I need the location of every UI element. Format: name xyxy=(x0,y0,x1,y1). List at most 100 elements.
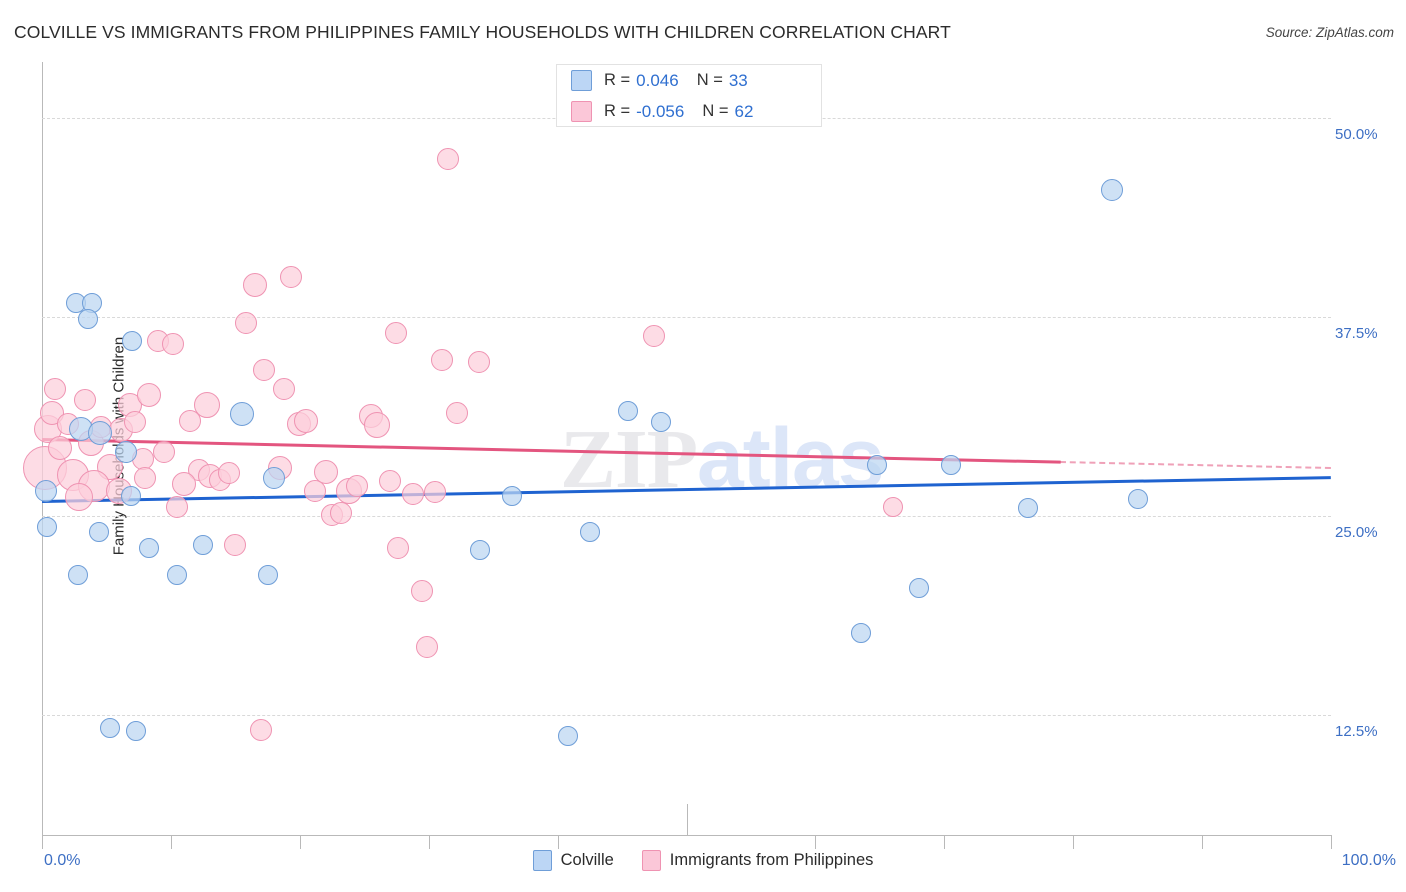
data-point-pink[interactable] xyxy=(123,411,146,434)
data-point-pink[interactable] xyxy=(364,412,391,439)
stats-row-philippines: R = -0.056 N = 62 xyxy=(557,96,821,127)
stats-r-label-colville: R = xyxy=(604,71,631,89)
data-point-pink[interactable] xyxy=(250,718,273,741)
data-point-pink[interactable] xyxy=(446,401,469,424)
data-point-pink[interactable] xyxy=(386,537,409,560)
data-point-pink[interactable] xyxy=(43,377,66,400)
data-point-blue[interactable] xyxy=(88,421,112,446)
data-point-pink[interactable] xyxy=(313,459,338,484)
data-point-pink[interactable] xyxy=(467,350,490,373)
x-tick-30 xyxy=(428,835,430,849)
data-point-pink[interactable] xyxy=(430,349,453,372)
data-point-blue[interactable] xyxy=(618,401,639,422)
data-point-blue[interactable] xyxy=(557,726,578,747)
data-point-pink[interactable] xyxy=(171,472,196,497)
swatch-philippines-icon xyxy=(571,101,592,122)
data-point-blue[interactable] xyxy=(579,522,600,543)
data-point-pink[interactable] xyxy=(73,388,96,411)
data-point-pink[interactable] xyxy=(416,635,439,658)
data-point-blue[interactable] xyxy=(502,485,523,506)
data-point-blue[interactable] xyxy=(34,479,57,502)
data-point-blue[interactable] xyxy=(908,577,929,598)
data-point-blue[interactable] xyxy=(114,441,137,464)
data-point-pink[interactable] xyxy=(224,533,247,556)
x-tick-20 xyxy=(299,835,301,849)
data-point-pink[interactable] xyxy=(304,479,327,502)
x-tick-10 xyxy=(170,835,172,849)
data-point-pink[interactable] xyxy=(217,462,240,485)
data-point-blue[interactable] xyxy=(867,455,888,476)
data-point-blue[interactable] xyxy=(122,330,143,351)
data-point-blue[interactable] xyxy=(470,539,491,560)
gridline-25.0% xyxy=(42,516,1331,518)
data-point-blue[interactable] xyxy=(1018,498,1039,519)
data-point-pink[interactable] xyxy=(379,470,402,493)
data-point-pink[interactable] xyxy=(279,266,302,289)
data-point-blue[interactable] xyxy=(88,522,109,543)
data-point-pink[interactable] xyxy=(882,496,903,517)
data-point-blue[interactable] xyxy=(1100,178,1123,201)
x-tick-50 xyxy=(686,804,688,836)
data-point-blue[interactable] xyxy=(78,308,99,329)
data-point-pink[interactable] xyxy=(402,482,425,505)
legend-item-colville[interactable]: Colville xyxy=(532,850,614,871)
data-point-pink[interactable] xyxy=(136,383,161,408)
x-tick-40 xyxy=(557,835,559,849)
data-point-blue[interactable] xyxy=(850,622,871,643)
data-point-blue[interactable] xyxy=(37,517,58,538)
data-point-pink[interactable] xyxy=(411,580,434,603)
y-tick-label: 25.0% xyxy=(1335,524,1378,542)
data-point-pink[interactable] xyxy=(65,483,94,512)
data-point-pink[interactable] xyxy=(193,391,220,418)
data-point-blue[interactable] xyxy=(193,534,214,555)
data-point-pink[interactable] xyxy=(134,466,157,489)
data-point-pink[interactable] xyxy=(330,502,353,525)
data-point-blue[interactable] xyxy=(1127,488,1148,509)
correlation-stats-box: R = 0.046 N = 33 R = -0.056 N = 62 xyxy=(556,64,822,127)
data-point-blue[interactable] xyxy=(167,565,188,586)
page-title: COLVILLE VS IMMIGRANTS FROM PHILIPPINES … xyxy=(14,22,951,42)
swatch-colville-icon xyxy=(571,70,592,91)
data-point-pink[interactable] xyxy=(153,441,176,464)
data-point-pink[interactable] xyxy=(242,273,267,298)
legend-item-philippines[interactable]: Immigrants from Philippines xyxy=(641,850,874,871)
x-tick-100 xyxy=(1331,835,1332,849)
data-point-pink[interactable] xyxy=(166,495,189,518)
data-point-blue[interactable] xyxy=(650,412,671,433)
legend-label-colville: Colville xyxy=(560,851,614,869)
data-point-pink[interactable] xyxy=(234,312,257,335)
legend-swatch-colville-icon xyxy=(532,850,552,871)
data-point-pink[interactable] xyxy=(345,474,368,497)
series-legend: Colville Immigrants from Philippines xyxy=(0,850,1406,871)
data-point-blue[interactable] xyxy=(257,565,278,586)
data-point-blue[interactable] xyxy=(229,402,254,427)
data-point-blue[interactable] xyxy=(120,485,141,506)
y-tick-label: 37.5% xyxy=(1335,325,1378,342)
data-point-pink[interactable] xyxy=(48,435,73,460)
source-label: Source: ZipAtlas.com xyxy=(1265,25,1394,40)
x-axis-min-label: 0.0% xyxy=(44,852,81,869)
data-point-pink[interactable] xyxy=(179,409,202,432)
data-point-blue[interactable] xyxy=(100,718,121,739)
stats-n-value-philippines: 62 xyxy=(734,101,754,121)
legend-label-philippines: Immigrants from Philippines xyxy=(669,851,874,869)
data-point-blue[interactable] xyxy=(126,721,147,742)
trendline-dashed-immigrants-from-philippines xyxy=(1060,460,1331,469)
data-point-pink[interactable] xyxy=(252,358,275,381)
plot-area: ZIPatlas xyxy=(22,62,1332,835)
data-point-blue[interactable] xyxy=(138,538,159,559)
gridline-37.5% xyxy=(42,317,1331,318)
data-point-blue[interactable] xyxy=(940,455,961,476)
data-point-blue[interactable] xyxy=(263,466,286,489)
x-tick-80 xyxy=(1073,835,1075,849)
x-axis-max-label: 100.0% xyxy=(1341,852,1396,869)
data-point-pink[interactable] xyxy=(273,377,296,400)
data-point-pink[interactable] xyxy=(437,148,460,171)
data-point-pink[interactable] xyxy=(643,325,666,348)
data-point-pink[interactable] xyxy=(424,481,447,504)
data-point-blue[interactable] xyxy=(68,565,89,586)
data-point-pink[interactable] xyxy=(162,333,185,356)
data-point-pink[interactable] xyxy=(385,321,408,344)
data-point-pink[interactable] xyxy=(294,408,319,433)
